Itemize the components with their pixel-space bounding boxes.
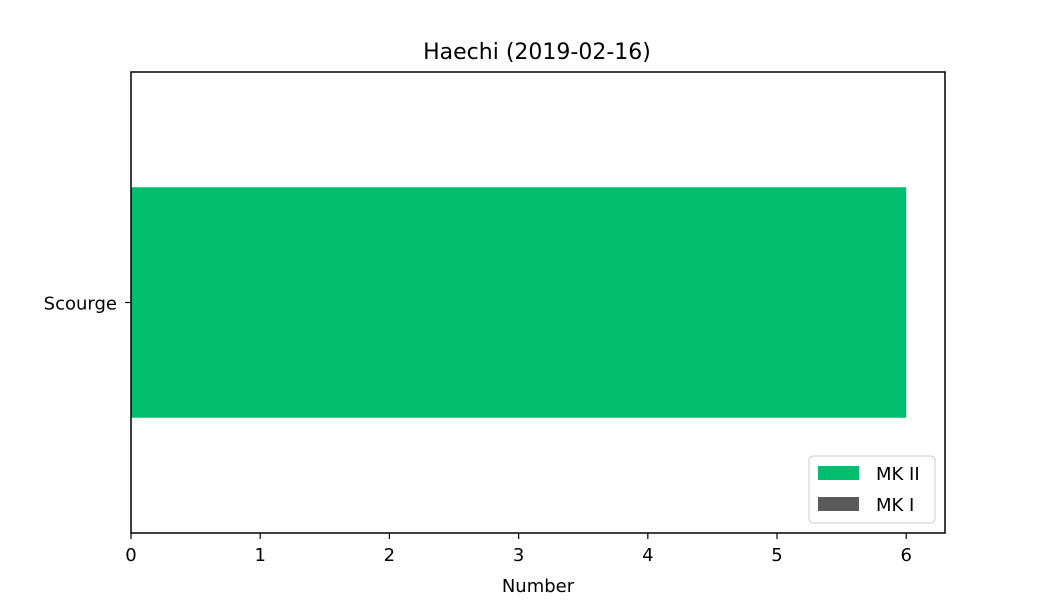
chart-title: Haechi (2019-02-16) [423,40,651,65]
x-axis-label: Number [502,576,575,597]
x-tick-label: 4 [642,545,653,566]
x-tick-label: 1 [254,545,265,566]
legend-swatch-mk-i [818,497,859,511]
y-tick-label-scourge: Scourge [44,294,117,315]
bar-mk-ii-scourge [131,187,907,418]
legend: MK II MK I [808,455,936,524]
x-tick-label: 6 [901,545,912,566]
x-tick-label: 0 [125,545,136,566]
y-axis-ticks: Scourge [44,294,131,315]
x-axis-ticks: 0 1 2 3 4 5 6 [125,533,912,566]
legend-label-mk-ii: MK II [876,464,920,485]
x-tick-label: 2 [384,545,395,566]
x-tick-label: 5 [771,545,782,566]
bars-layer [131,187,907,418]
x-tick-label: 3 [513,545,524,566]
legend-label-mk-i: MK I [876,495,914,516]
legend-swatch-mk-ii [818,466,859,480]
